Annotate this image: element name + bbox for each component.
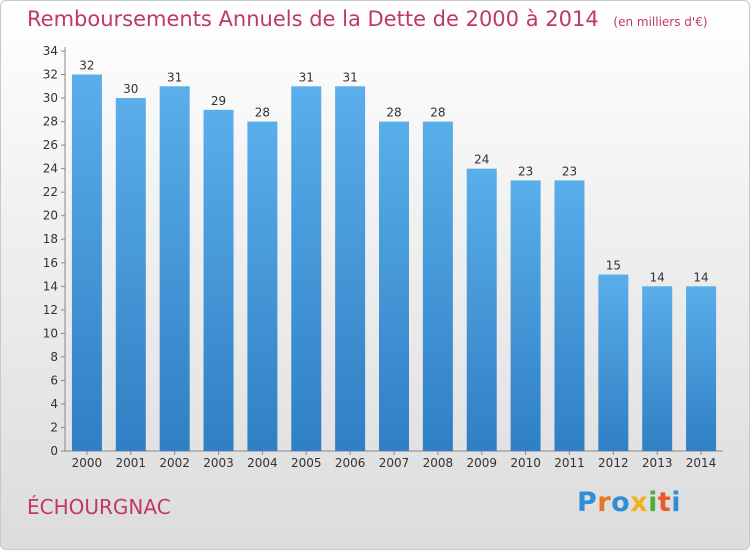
bar — [159, 86, 190, 451]
data-label: 14 — [693, 270, 708, 284]
bar — [335, 86, 366, 451]
bar — [203, 109, 234, 451]
x-tick-label: 2003 — [203, 456, 234, 470]
x-tick-label: 2006 — [335, 456, 366, 470]
chart-unit: (en milliers d'€) — [613, 15, 708, 29]
logo-letter: x — [630, 487, 649, 518]
y-tick-label: 10 — [43, 326, 58, 340]
x-tick-label: 2005 — [291, 456, 322, 470]
y-tick-label: 18 — [43, 232, 58, 246]
x-tick-label: 2008 — [423, 456, 454, 470]
data-label: 14 — [650, 270, 665, 284]
bar — [115, 98, 146, 451]
bar — [554, 180, 585, 452]
y-tick-label: 4 — [50, 397, 58, 411]
data-label: 28 — [255, 106, 270, 120]
x-tick-label: 2007 — [379, 456, 410, 470]
x-tick-label: 2000 — [72, 456, 103, 470]
data-label: 28 — [430, 106, 445, 120]
x-tick-label: 2014 — [686, 456, 717, 470]
data-label: 31 — [167, 70, 182, 84]
logo-letter: i — [648, 487, 658, 518]
x-tick-label: 2012 — [598, 456, 629, 470]
y-tick-label: 28 — [43, 115, 58, 129]
y-tick-label: 34 — [43, 44, 58, 58]
y-tick-label: 22 — [43, 185, 58, 199]
x-tick-label: 2011 — [554, 456, 585, 470]
chart-title-text: Remboursements Annuels de la Dette de 20… — [27, 7, 599, 31]
logo-letter: t — [657, 487, 672, 518]
bar — [466, 168, 497, 451]
y-tick-label: 0 — [50, 444, 58, 458]
logo-letter: r — [597, 487, 612, 518]
data-label: 23 — [518, 164, 533, 178]
x-tick-label: 2010 — [510, 456, 541, 470]
commune-name: ÉCHOURGNAC — [27, 495, 171, 519]
bar — [379, 121, 409, 452]
x-tick-label: 2013 — [642, 456, 673, 470]
y-tick-label: 32 — [43, 68, 58, 82]
bar — [510, 180, 541, 452]
x-tick-label: 2004 — [247, 456, 278, 470]
data-label: 30 — [123, 82, 138, 96]
logo-letter: o — [611, 487, 631, 518]
data-label: 31 — [342, 70, 357, 84]
logo-letter: P — [577, 487, 598, 518]
bar — [422, 121, 453, 452]
chart-title: Remboursements Annuels de la Dette de 20… — [27, 7, 708, 31]
bar — [686, 286, 717, 451]
y-tick-label: 8 — [50, 350, 58, 364]
data-label: 24 — [474, 153, 489, 167]
bar — [642, 286, 673, 451]
data-label: 31 — [299, 70, 314, 84]
y-tick-label: 16 — [43, 256, 58, 270]
data-label: 29 — [211, 94, 226, 108]
y-tick-label: 20 — [43, 209, 58, 223]
y-tick-label: 26 — [43, 138, 58, 152]
bar — [247, 121, 278, 452]
y-tick-label: 24 — [43, 162, 58, 176]
y-tick-label: 14 — [43, 279, 58, 293]
y-tick-label: 6 — [50, 373, 58, 387]
y-tick-label: 12 — [43, 303, 58, 317]
data-label: 15 — [606, 259, 621, 273]
data-label: 28 — [386, 106, 401, 120]
y-tick-label: 2 — [50, 420, 58, 434]
y-tick-label: 30 — [43, 91, 58, 105]
logo-letter: i — [671, 487, 682, 518]
bar — [291, 86, 322, 451]
x-tick-label: 2009 — [466, 456, 497, 470]
bar — [71, 74, 102, 451]
x-tick-label: 2001 — [116, 456, 147, 470]
data-label: 32 — [79, 59, 94, 73]
data-label: 23 — [562, 164, 577, 178]
proxiti-logo: Proxiti — [577, 487, 681, 518]
x-tick-label: 2002 — [159, 456, 190, 470]
bar — [598, 274, 629, 451]
